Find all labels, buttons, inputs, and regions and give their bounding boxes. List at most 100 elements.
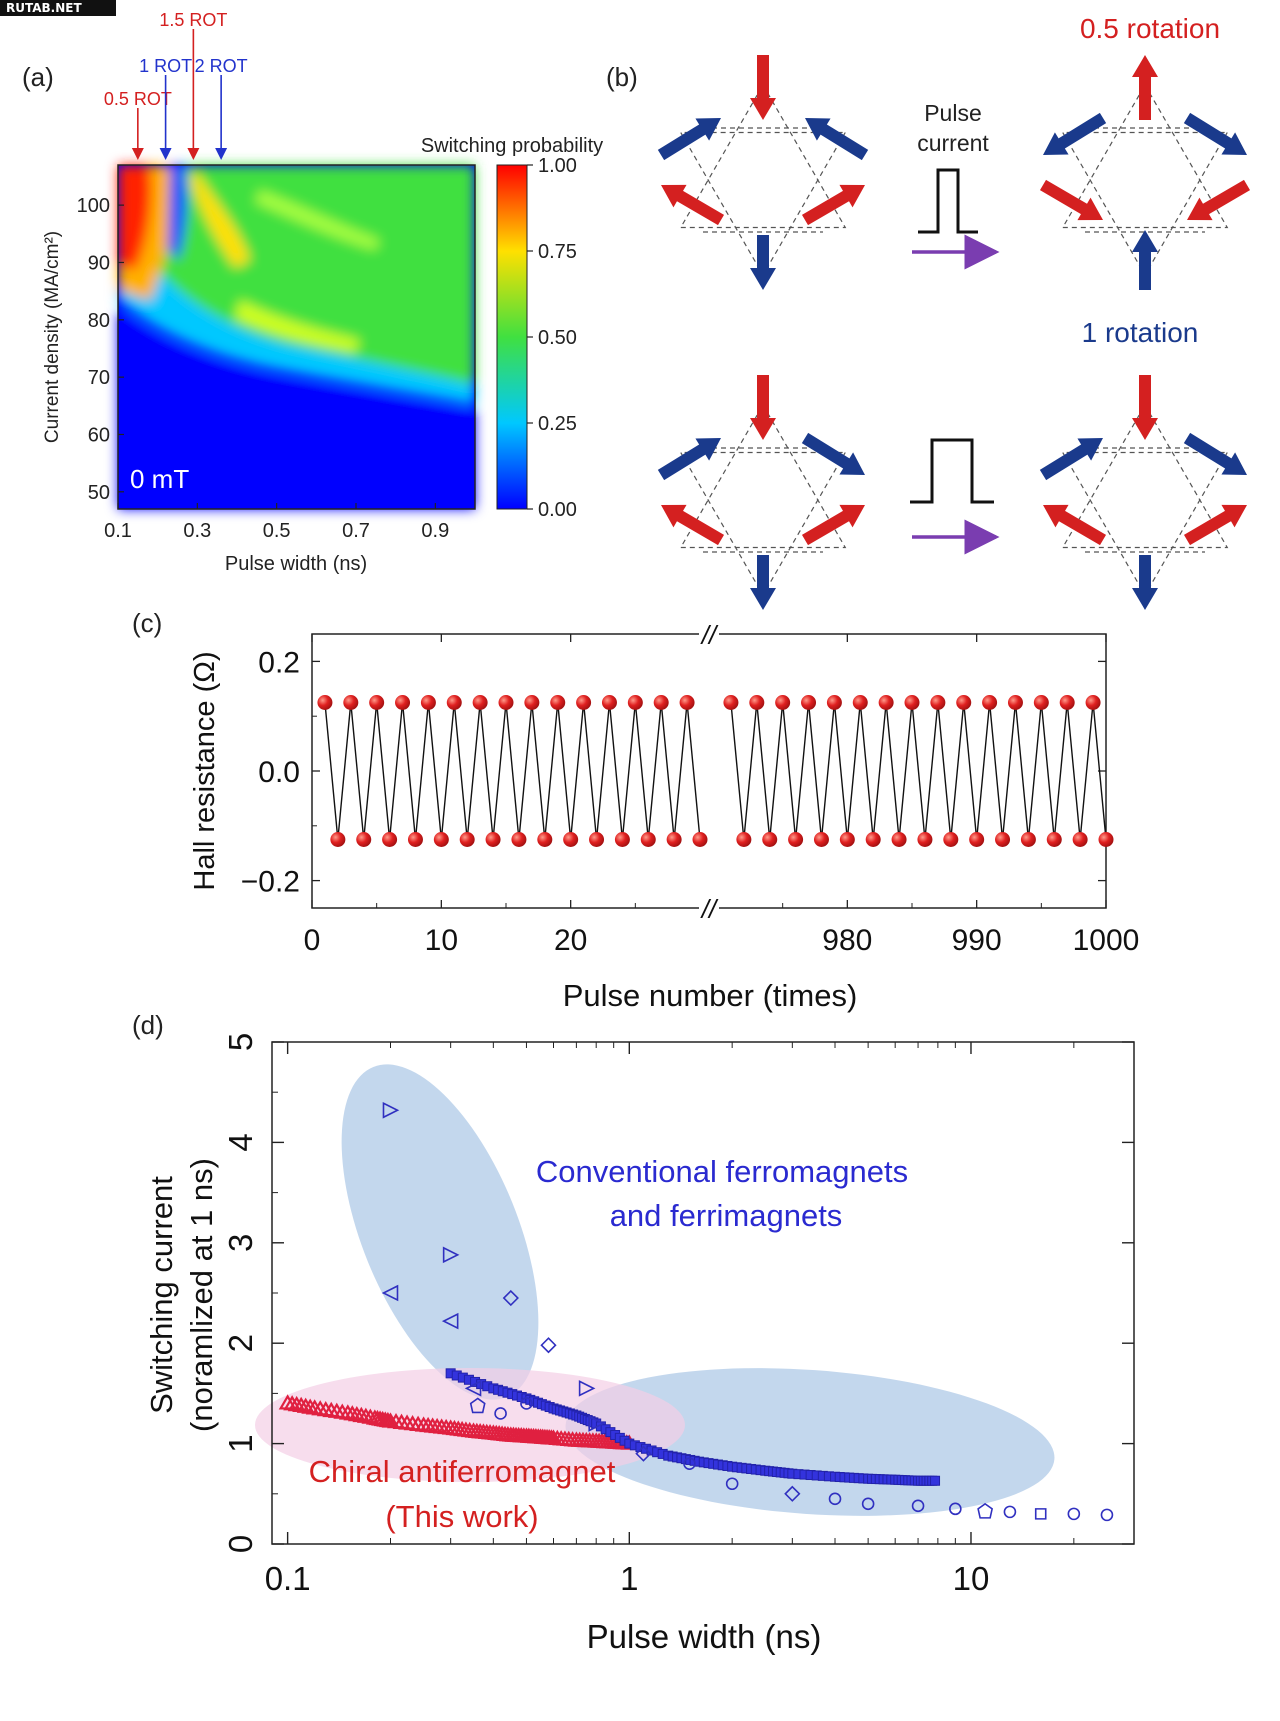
hall-data-point [1085,695,1101,710]
hall-xtick-label: 980 [822,924,872,957]
scatter-ylabel-line1: Switching current [144,1176,179,1414]
kagome-triangle [1061,131,1229,277]
open-square-point [1034,1508,1047,1520]
hall-data-point [1098,832,1114,847]
scatter-xtick-label: 0.1 [265,1560,311,1597]
hall-data-point [749,695,765,710]
heatmap-zero-region [118,310,475,509]
open-circle-point [494,1407,507,1420]
hall-trace-line [730,702,1107,840]
hall-data-point [666,832,682,847]
open-circle-point [683,1457,696,1470]
hall-data-point [640,832,656,847]
scatter-ytick-label: 1 [222,1434,259,1452]
long-pulse-icon [910,438,994,504]
heatmap-field-label: 0 mT [130,464,189,494]
heatmap-axes: 0.1 0.3 0.5 0.7 0.9 50 60 70 80 90 100 [77,195,450,542]
hall-data-point [839,832,855,847]
result-top-label: 0.5 rotation [1080,13,1220,44]
kagome-triangle [679,403,847,549]
hall-data-point [723,695,739,710]
blue-spin-arrow [805,118,869,161]
hall-data-point [356,832,372,847]
scatter-ytick-label: 0 [222,1535,259,1553]
axis-break-mark: // [700,894,719,924]
panel-b-label: (b) [606,62,638,92]
rotation-marker-label: 2 ROT [195,56,248,76]
rotation-marker-arrowhead [159,148,172,160]
heatmap-ytick-label: 90 [88,252,110,274]
hall-data-point [891,832,907,847]
heatmap-ylabel: Current density (MA/cm²) [42,231,63,443]
hall-data-point [930,695,946,710]
hall-ytick-label: −0.2 [241,866,300,899]
heatmap-xlabel: Pulse width (ns) [225,553,367,575]
heatmap-ytick-label: 50 [88,482,110,504]
open-tri-right-point [442,1246,460,1264]
blue-spin-arrow [1132,555,1158,610]
hall-data-point [982,695,998,710]
hall-data-point [788,832,804,847]
open-pentagon-point [469,1397,486,1414]
colorbar-tick-label: 0.00 [538,499,577,521]
hall-xtick-label: 1000 [1073,924,1140,957]
annotation-blue-line1: Conventional ferromagnets [536,1154,908,1189]
heatmap-xtick-label: 0.9 [421,520,449,542]
kagome-triangle [679,83,847,229]
colorbar-tick-label: 0.25 [538,413,577,435]
heatmap-blue-streak [168,165,188,260]
rotation-marker-label: 1.5 ROT [159,10,227,30]
kagome-triangle [1061,403,1229,549]
hall-data-point [801,695,817,710]
scatter-ytick-label: 5 [222,1033,259,1051]
spin-hexagram [657,375,865,610]
blue-spin-arrow [750,235,776,290]
hall-trace-line [324,702,701,840]
hall-data-point [446,695,462,710]
hall-data-point [472,695,488,710]
red-spin-arrow [1039,179,1103,221]
hall-data-point [679,695,695,710]
blue-spin-arrow [657,118,721,161]
blue-spin-arrow [657,438,721,481]
red-spin-arrow [750,375,776,440]
open-circle-point [520,1397,533,1410]
pulse-label-line1: Pulse [924,100,982,126]
hall-data-point [589,832,605,847]
scatter-ylabel-line2: (noramlized at 1 ns) [184,1158,219,1432]
blue-spin-arrow [750,555,776,610]
red-spin-arrow [750,55,776,120]
blue-square-point [930,1475,941,1486]
heatmap-ytick-label: 60 [88,424,110,446]
hall-data-point [1046,832,1062,847]
open-circle-point [1100,1508,1114,1522]
hall-data-point [969,832,985,847]
scatter-ytick-label: 2 [222,1334,259,1352]
result-bottom-label: 1 rotation [1082,317,1199,348]
hall-data-point [917,832,933,847]
red-spin-arrow [1183,504,1247,546]
heatmap-yellow-streak-1 [190,170,250,268]
heatmap-xtick-label: 0.3 [183,520,211,542]
site-watermark: RUTAB.NET [0,0,116,16]
scatter-xtick-label: 10 [953,1560,990,1597]
open-diamond-point [784,1485,801,1502]
blue-spin-arrow [1183,112,1247,155]
open-diamond-point [502,1289,519,1307]
heatmap-plot [117,164,476,510]
blue-spin-arrow [1183,432,1247,475]
scatter-ytick-label: 3 [222,1234,259,1252]
colorbar-tick-label: 1.00 [538,155,577,177]
heatmap-ytick-label: 80 [88,310,110,332]
heatmap-ytick-label: 70 [88,367,110,389]
hall-data-point [576,695,592,710]
heatmap-yellow-streak-2 [235,300,360,352]
red-spin-arrow [1132,55,1158,120]
open-tri-left-point [441,1312,459,1330]
panel-c-label: (c) [132,608,162,638]
hall-data-point [653,695,669,710]
open-circle-point [861,1497,875,1511]
panel-a-label: (a) [22,62,54,92]
hall-data-point [1072,832,1088,847]
scatter-ytick-label: 4 [222,1133,259,1151]
